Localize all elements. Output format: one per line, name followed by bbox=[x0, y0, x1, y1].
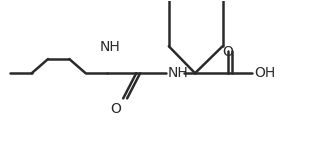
Text: OH: OH bbox=[254, 66, 275, 80]
Text: O: O bbox=[111, 102, 121, 116]
Text: NH: NH bbox=[168, 66, 189, 80]
Text: O: O bbox=[222, 45, 233, 59]
Text: NH: NH bbox=[100, 40, 120, 54]
